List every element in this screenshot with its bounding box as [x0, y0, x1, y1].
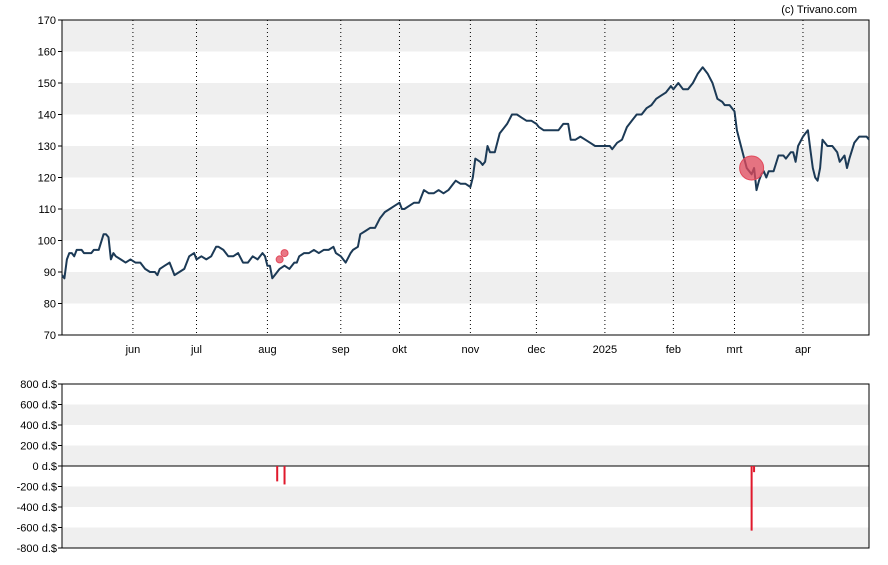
x-tick-label: nov: [462, 344, 480, 356]
x-tick-label: dec: [528, 344, 546, 356]
trade-marker: [280, 249, 289, 258]
trade-marker: [739, 155, 765, 181]
y-tick-label: 110: [38, 204, 56, 216]
x-tick-label: mrt: [727, 344, 743, 356]
y-tick-label: 130: [38, 141, 56, 153]
x-tick-label: okt: [392, 344, 407, 356]
price-panel: jun jul aug sep okt nov dec 2025 feb mrt apr 70 80 90…: [38, 15, 870, 356]
price-grid-band: [62, 20, 869, 52]
price-grid-band: [62, 272, 869, 304]
trade-panel: 800 d.$ 600 d.$ 400 d.$ 200 d.$ 0 d.$ -200 d.…: [17, 379, 870, 555]
price-line: [61, 66, 870, 280]
trade-y-tick-label: -200 d.$: [17, 482, 57, 494]
x-tick-label: jun: [125, 344, 141, 356]
trade-grid-band: [62, 486, 869, 507]
trade-marker: [275, 255, 284, 264]
y-tick-label: 150: [38, 78, 56, 90]
y-tick-label: 170: [38, 15, 56, 27]
trade-y-tick-label: 600 d.$: [20, 400, 57, 412]
x-tick-label: sep: [332, 344, 350, 356]
y-tick-label: 80: [44, 299, 56, 311]
price-grid-band: [62, 209, 869, 241]
price-plot-frame: [61, 19, 870, 336]
trade-y-tick-label: 0 d.$: [33, 461, 57, 473]
x-tick-label: apr: [795, 344, 811, 356]
x-tick-label: 2025: [593, 344, 617, 356]
price-grid-band: [62, 83, 869, 115]
y-tick-label: 120: [38, 173, 56, 185]
y-tick-label: 100: [38, 236, 56, 248]
x-tick-label: jul: [190, 344, 202, 356]
trade-grid-band: [62, 445, 869, 466]
trade-y-tick-label: -600 d.$: [17, 523, 57, 535]
y-tick-label: 90: [44, 267, 56, 279]
x-tick-label: aug: [258, 344, 276, 356]
trade-grid-band: [62, 404, 869, 425]
trade-grid-band: [62, 527, 869, 548]
trade-y-tick-label: 200 d.$: [20, 441, 57, 453]
y-tick-label: 140: [38, 110, 56, 122]
trade-plot-frame: [61, 383, 870, 549]
trade-y-tick-label: 400 d.$: [20, 420, 57, 432]
credit-label: (c) Trivano.com: [781, 4, 857, 16]
trade-y-tick-label: 800 d.$: [20, 379, 57, 391]
y-tick-label: 160: [38, 47, 56, 59]
y-tick-label: 70: [44, 330, 56, 342]
trade-y-tick-label: -400 d.$: [17, 502, 57, 514]
x-tick-label: feb: [666, 344, 681, 356]
trade-y-tick-label: -800 d.$: [17, 543, 57, 555]
